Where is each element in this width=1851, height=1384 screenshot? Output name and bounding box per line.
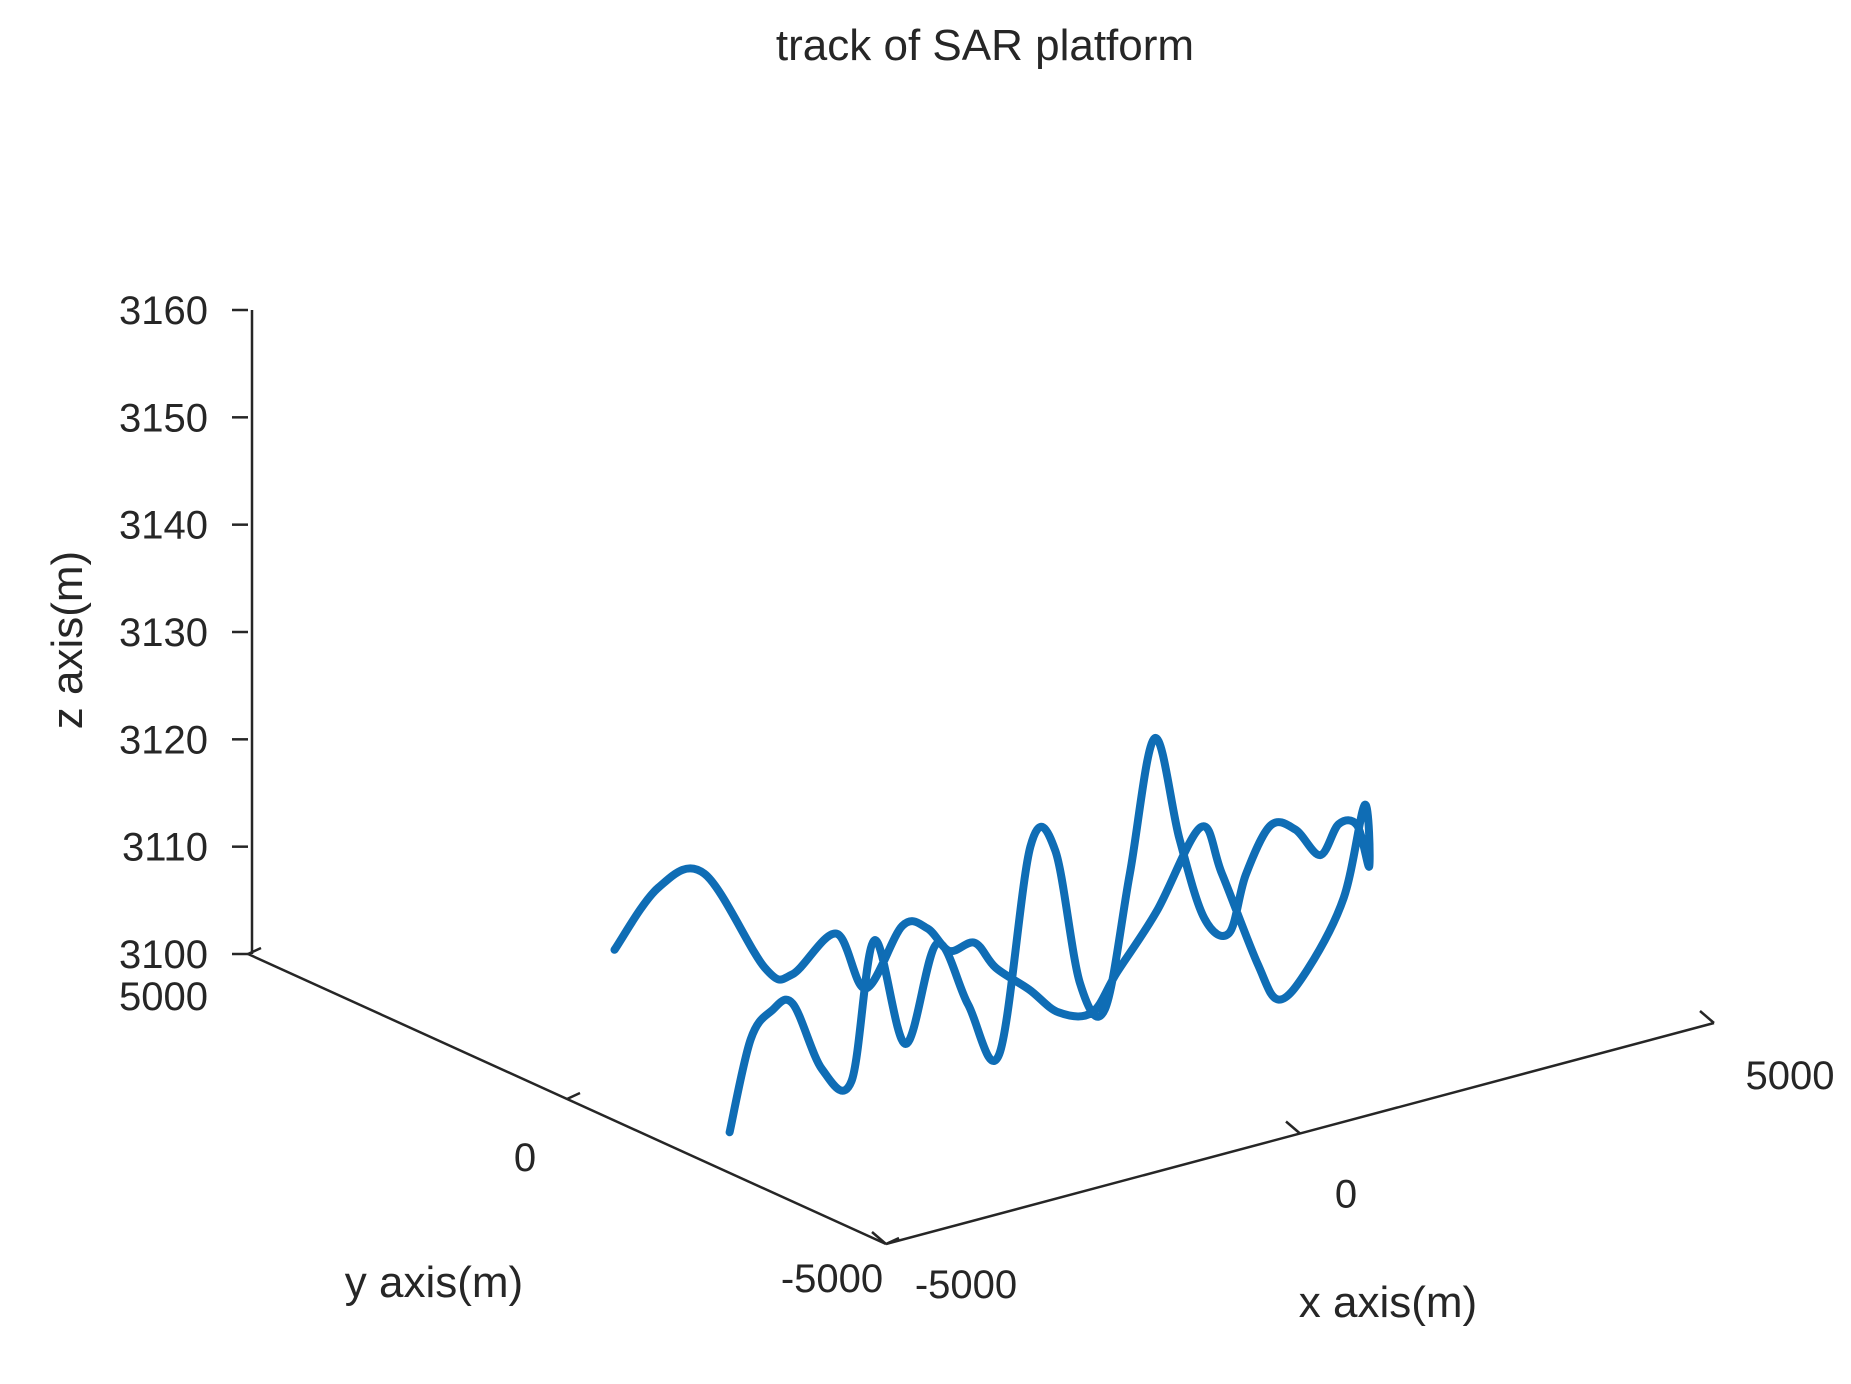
chart-title: track of SAR platform [776, 21, 1194, 70]
x-tick-label: 0 [1335, 1173, 1357, 1217]
z-axis-label: z axis(m) [43, 551, 92, 729]
z-tick-label: 3100 [119, 933, 208, 977]
x-tick-mark [1699, 1010, 1715, 1024]
z-tick-label: 3140 [119, 504, 208, 548]
y-tick-mark [566, 1091, 581, 1101]
x-tick-mark [1285, 1120, 1301, 1135]
y-tick-label: 0 [514, 1136, 536, 1180]
z-tick-label: 3130 [119, 611, 208, 655]
y-tick-label: -5000 [781, 1257, 883, 1301]
z-tick-label: 3150 [119, 396, 208, 440]
series-line-0 [610, 734, 1374, 1137]
x-tick-mark [871, 1231, 887, 1245]
y-tick-label: 5000 [119, 975, 208, 1019]
z-tick-label: 3160 [119, 289, 208, 333]
tick-group: 3100 3110 3120 3130 3140 3150 3160 -5000 0 5000 -5… [119, 289, 1834, 1307]
z-tick-label: 3120 [119, 718, 208, 762]
x-tick-label: 5000 [1746, 1054, 1835, 1098]
y-tick-mark [247, 946, 262, 956]
x-tick-label: -5000 [915, 1263, 1017, 1307]
x-axis-label: x axis(m) [1299, 1278, 1477, 1327]
z-tick-label: 3110 [122, 826, 208, 870]
series-layer [610, 734, 1374, 1137]
y-axis-label: y axis(m) [345, 1258, 523, 1307]
y-tick-mark [885, 1236, 900, 1246]
